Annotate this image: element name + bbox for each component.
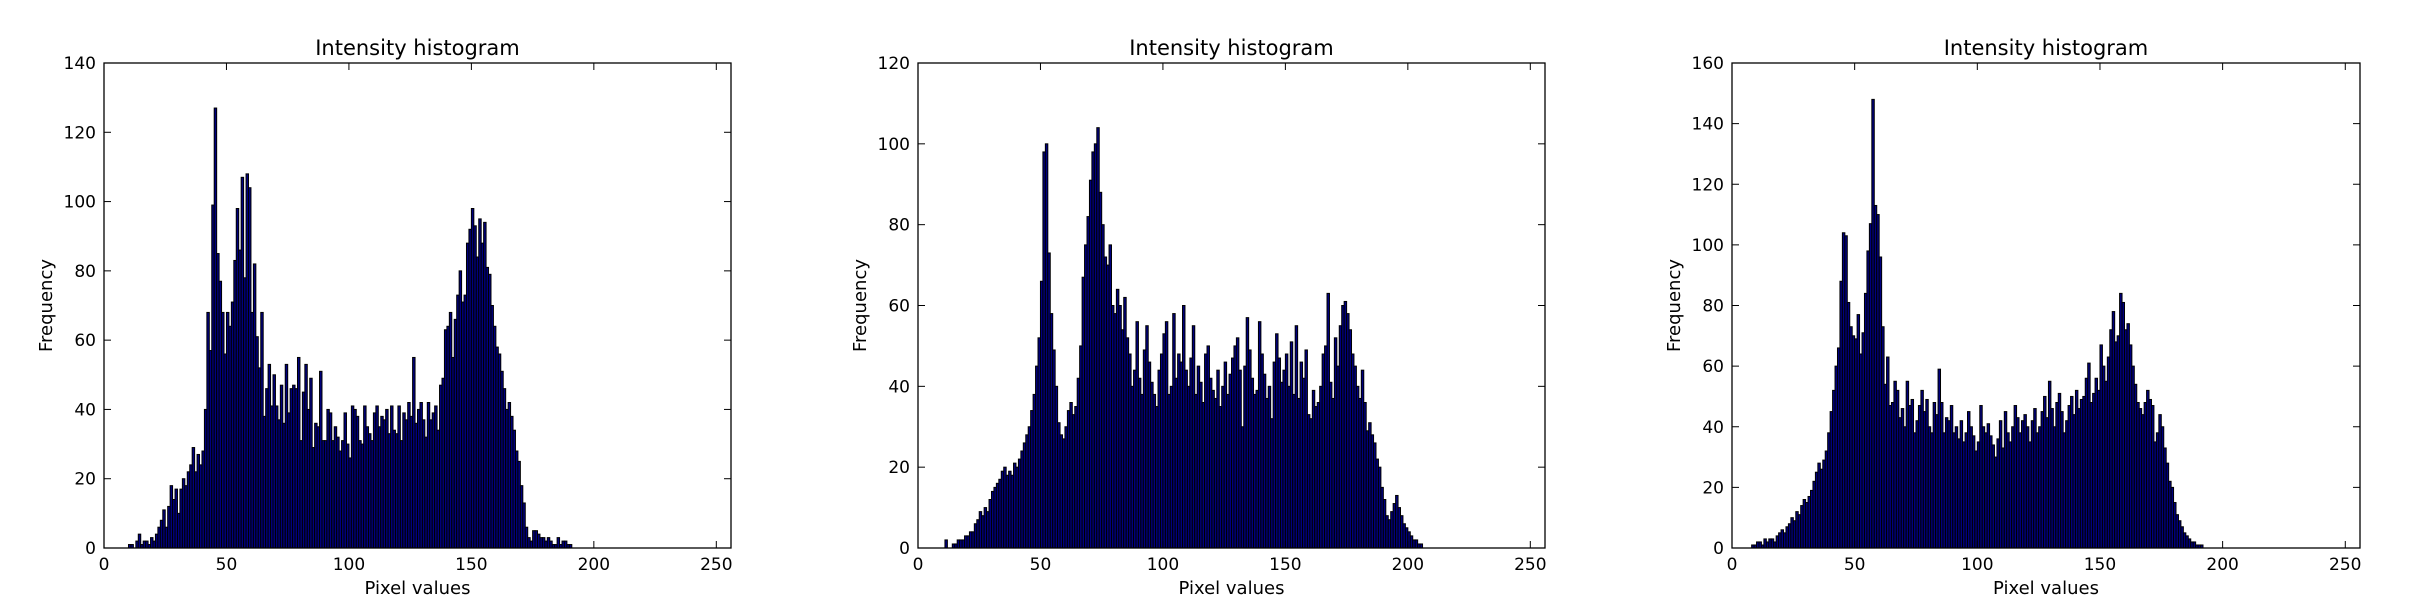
chart-title: Intensity histogram bbox=[1944, 36, 2149, 60]
histogram-bar bbox=[944, 539, 948, 549]
y-axis-label: Frequency bbox=[850, 259, 871, 352]
histogram-panel-1: 0 50 100 150 200 250 0 20 40 60 80 100 120 140 Intensi… bbox=[36, 36, 733, 599]
x-tick-label: 100 bbox=[1147, 555, 1179, 575]
x-tick-label: 0 bbox=[99, 555, 110, 575]
x-tick-label: 250 bbox=[1514, 555, 1546, 575]
y-axis-label: Frequency bbox=[36, 259, 57, 352]
x-axis-label: Pixel values bbox=[1179, 578, 1285, 599]
histogram-panel-2: 0 50 100 150 200 250 0 20 40 60 80 100 120 Intensity … bbox=[850, 36, 1547, 599]
y-tick-label: 120 bbox=[878, 54, 910, 74]
y-tick-label: 140 bbox=[1692, 115, 1724, 135]
y-tick-label: 0 bbox=[899, 539, 910, 559]
x-tick-label: 250 bbox=[2329, 555, 2361, 575]
chart-title: Intensity histogram bbox=[1129, 36, 1334, 60]
x-tick-label: 250 bbox=[700, 555, 732, 575]
y-tick-label: 40 bbox=[888, 377, 910, 397]
y-tick-label: 0 bbox=[85, 539, 96, 559]
y-tick-label: 40 bbox=[1702, 418, 1724, 438]
x-tick-label: 150 bbox=[455, 555, 487, 575]
x-tick-label: 100 bbox=[1961, 555, 1993, 575]
x-tick-label: 100 bbox=[333, 555, 365, 575]
x-axis-label: Pixel values bbox=[365, 578, 471, 599]
x-tick-label: 50 bbox=[1030, 555, 1052, 575]
y-tick-label: 160 bbox=[1692, 54, 1724, 74]
y-axis-label: Frequency bbox=[1664, 259, 1685, 352]
bars bbox=[1751, 98, 2204, 549]
y-tick-label: 20 bbox=[74, 470, 96, 490]
y-tick-label: 80 bbox=[74, 262, 96, 282]
chart-title: Intensity histogram bbox=[315, 36, 520, 60]
y-tick-label: 60 bbox=[74, 331, 96, 351]
y-tick-label: 20 bbox=[1702, 478, 1724, 498]
bars bbox=[944, 127, 1424, 549]
x-tick-label: 0 bbox=[1727, 555, 1738, 575]
bars bbox=[127, 107, 573, 549]
y-tick-label: 0 bbox=[1713, 539, 1724, 559]
x-tick-label: 50 bbox=[1844, 555, 1866, 575]
y-tick-label: 60 bbox=[888, 297, 910, 317]
y-tick-label: 120 bbox=[64, 123, 96, 143]
x-tick-label: 200 bbox=[578, 555, 610, 575]
y-tick-label: 20 bbox=[888, 458, 910, 478]
y-tick-label: 60 bbox=[1702, 357, 1724, 377]
x-tick-label: 200 bbox=[1392, 555, 1424, 575]
histogram-panel-3: 0 50 100 150 200 250 0 20 40 60 80 100 120 140 160 Inte… bbox=[1664, 36, 2362, 599]
y-tick-label: 140 bbox=[64, 54, 96, 74]
x-tick-label: 200 bbox=[2206, 555, 2238, 575]
y-tick-label: 100 bbox=[64, 193, 96, 213]
y-tick-label: 120 bbox=[1692, 175, 1724, 195]
x-tick-label: 150 bbox=[2084, 555, 2116, 575]
y-tick-label: 80 bbox=[1702, 297, 1724, 317]
y-tick-label: 100 bbox=[878, 135, 910, 155]
x-tick-label: 150 bbox=[1269, 555, 1301, 575]
x-axis-label: Pixel values bbox=[1993, 578, 2099, 599]
x-tick-label: 0 bbox=[913, 555, 924, 575]
x-tick-label: 50 bbox=[216, 555, 238, 575]
y-tick-label: 40 bbox=[74, 400, 96, 420]
y-tick-label: 100 bbox=[1692, 236, 1724, 256]
axes-frame bbox=[103, 62, 732, 549]
y-tick-label: 80 bbox=[888, 216, 910, 236]
